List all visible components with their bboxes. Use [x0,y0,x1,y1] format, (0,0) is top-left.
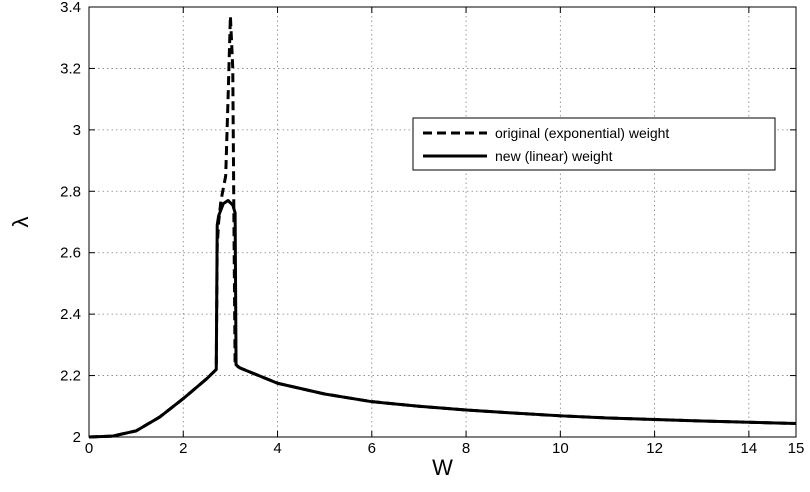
x-tick-label: 0 [85,440,93,457]
x-tick-label: 6 [368,440,376,457]
grid [89,7,796,437]
legend: original (exponential) weight new (linea… [412,117,776,171]
x-tick-label: 14 [741,440,758,457]
y-tick-label: 2.2 [60,368,81,385]
legend-box [412,117,776,171]
legend-label-original-weight: original (exponential) weight [495,125,669,141]
y-tick-label: 2.4 [60,306,81,323]
x-tick-label: 8 [462,440,470,457]
plot-area [89,7,796,437]
x-tick-label: 2 [179,440,187,457]
x-tick-label: 10 [552,440,569,457]
x-axis-label: W [432,455,453,480]
legend-label-new-weight: new (linear) weight [495,148,613,164]
x-tick-label: 15 [788,440,805,457]
plot-frame [88,6,797,438]
y-tick-label: 2 [73,429,81,446]
y-axis-label: λ [8,217,33,228]
y-tick-label: 3 [73,122,81,139]
x-tick-label: 4 [273,440,281,457]
y-tick-label: 2.8 [60,183,81,200]
series-group [88,14,797,439]
y-tick-label: 2.6 [60,245,81,262]
x-tick-label: 12 [646,440,663,457]
series-line-1 [88,199,797,439]
y-tick-label: 3.4 [60,0,81,16]
y-tick-label: 3.2 [60,60,81,77]
